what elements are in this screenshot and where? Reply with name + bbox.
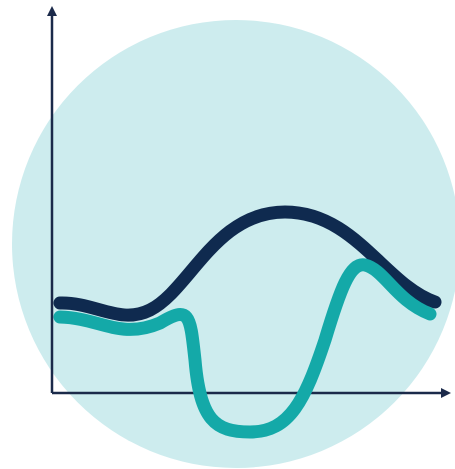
dark-curve	[53, 205, 442, 322]
y-axis-arrow	[47, 6, 57, 16]
background-circle	[12, 20, 455, 468]
x-axis-arrow	[441, 388, 451, 398]
teal-curve	[53, 258, 437, 439]
